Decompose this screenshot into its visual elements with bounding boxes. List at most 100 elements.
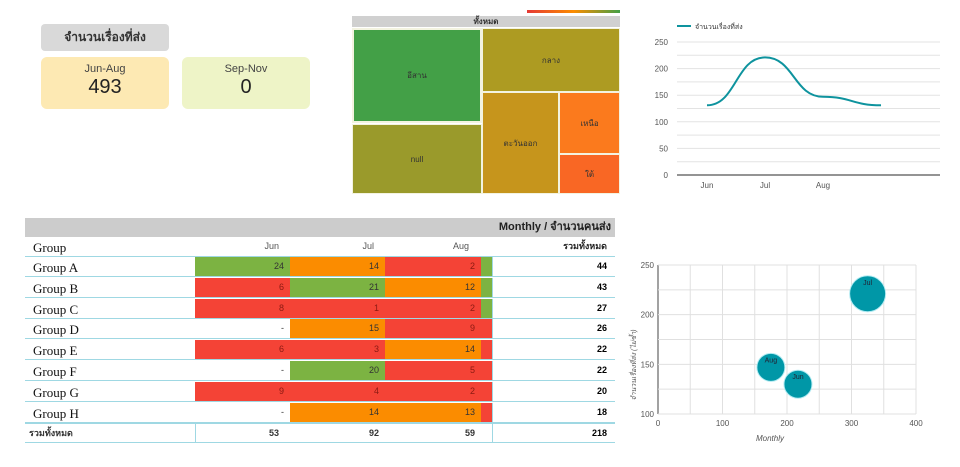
y-tick-label: 150 xyxy=(641,360,655,369)
table-header-row: Group Jun Jul Aug รวมทั้งหมด xyxy=(25,237,615,257)
cell-jun: - xyxy=(195,361,290,380)
col-header-aug[interactable]: Aug xyxy=(452,241,469,251)
col-header-group: Group xyxy=(33,240,67,255)
table-row[interactable]: Group D -15 9 26 xyxy=(25,319,615,340)
cell-aug: 2 xyxy=(385,298,481,318)
table-row[interactable]: Group B 6 21 12 43 xyxy=(25,277,615,298)
bubble-jun xyxy=(783,369,813,399)
cell-jul: 14 xyxy=(290,402,385,422)
card-value: 493 xyxy=(88,76,122,98)
bubble-aug xyxy=(756,352,786,382)
y-tick-label: 250 xyxy=(655,38,669,47)
table-row[interactable]: Group F -20 5 22 xyxy=(25,361,615,381)
table-row[interactable]: Group G 9 4 2 20 xyxy=(25,381,615,402)
card-value: 0 xyxy=(240,76,252,98)
x-axis-label: Monthly xyxy=(756,434,785,443)
y-tick-label: 150 xyxy=(655,91,669,100)
cell-jul: 21 xyxy=(290,277,385,297)
total-jun: 53 xyxy=(195,424,285,443)
cell-aug: 13 xyxy=(385,402,481,422)
x-tick-label: 100 xyxy=(716,419,730,428)
y-tick-label: 200 xyxy=(655,65,669,74)
x-tick-label: 200 xyxy=(780,419,794,428)
table-row[interactable]: Group A 24 14 2 44 xyxy=(25,257,615,277)
total-jul: 92 xyxy=(368,428,379,438)
group-name: Group D xyxy=(33,322,79,338)
cell-aug: 12 xyxy=(385,277,481,297)
treemap-cell-null[interactable]: null xyxy=(352,124,482,194)
table-title: Monthly / จำนวนคนส่ง xyxy=(25,218,615,237)
table-total-row: รวมทั้งหมด 53 92 59 218 xyxy=(25,423,615,443)
cell-aug: 9 xyxy=(385,319,481,339)
cell-extra-bar xyxy=(481,340,492,360)
treemap-cell-isan[interactable]: อีสาน xyxy=(352,28,482,123)
group-name: Group H xyxy=(33,405,79,421)
scorecard-jun-aug: Jun-Aug 493 xyxy=(41,57,169,109)
y-tick-label: 100 xyxy=(655,118,669,127)
cell-aug: 5 xyxy=(385,361,481,380)
cell-jul: 1 xyxy=(290,298,385,318)
treemap-cell-south[interactable]: ใต้ xyxy=(559,154,620,194)
cell-jun: 6 xyxy=(195,340,290,360)
cell-jul: 4 xyxy=(290,381,385,401)
scorecard-sep-nov: Sep-Nov 0 xyxy=(182,57,310,109)
col-header-jun[interactable]: Jun xyxy=(264,241,279,251)
bubble-label: Aug xyxy=(765,357,778,364)
x-tick-label: Jul xyxy=(760,181,770,190)
cell-aug: 2 xyxy=(385,257,481,276)
treemap-color-scale xyxy=(527,10,620,13)
cell-total: 26 xyxy=(492,319,615,339)
x-tick-label: Jun xyxy=(701,181,714,190)
card-label: Sep-Nov xyxy=(224,63,268,75)
cell-jun: - xyxy=(195,319,290,339)
table-row[interactable]: Group C 8 1 2 27 xyxy=(25,298,615,319)
y-tick-label: 100 xyxy=(641,410,655,419)
treemap-cell-central[interactable]: กลาง xyxy=(482,28,620,92)
cell-aug: 14 xyxy=(385,340,481,360)
cell-jul: 14 xyxy=(290,257,385,276)
x-tick-label: 400 xyxy=(909,419,923,428)
cell-total: 22 xyxy=(492,340,615,360)
treemap-cell-north[interactable]: เหนือ xyxy=(559,92,620,154)
cell-jun: 9 xyxy=(195,381,290,401)
y-tick-label: 250 xyxy=(641,261,655,270)
bubble-jul xyxy=(849,275,887,313)
treemap-title[interactable]: ทั้งหมด xyxy=(352,16,620,27)
x-tick-label: 0 xyxy=(656,419,661,428)
cell-extra-bar xyxy=(481,277,492,297)
col-header-jul[interactable]: Jul xyxy=(362,241,374,251)
group-name: Group B xyxy=(33,280,79,296)
table-row[interactable]: Group H -14 13 18 xyxy=(25,402,615,423)
cell-total: 20 xyxy=(492,381,615,401)
cell-jul: 15 xyxy=(290,319,385,339)
group-name: Group F xyxy=(33,364,77,379)
treemap-cell-east[interactable]: ตะวันออก xyxy=(482,92,559,194)
cell-jun: 6 xyxy=(195,277,290,297)
x-tick-label: 300 xyxy=(845,419,859,428)
y-tick-label: 0 xyxy=(664,171,669,180)
y-axis-label: จำนวนเรื่องที่ส่ง (ไม่ซ้ำ) xyxy=(628,329,638,400)
cell-extra-bar xyxy=(481,319,492,339)
col-header-total[interactable]: รวมทั้งหมด xyxy=(563,241,607,251)
legend-label: จำนวนเรื่องที่ส่ง xyxy=(695,22,743,31)
cell-extra-bar xyxy=(481,298,492,318)
group-name: Group C xyxy=(33,301,79,317)
cell-jun: 8 xyxy=(195,298,290,318)
cell-jun: 24 xyxy=(195,257,290,276)
bubble-label: Jul xyxy=(863,280,872,287)
cell-extra-bar xyxy=(481,402,492,422)
table-row[interactable]: Group E 6 3 14 22 xyxy=(25,340,615,361)
cell-jun: - xyxy=(195,402,290,422)
bubble-label: Jun xyxy=(792,374,803,381)
group-name: Group A xyxy=(33,260,79,275)
cell-extra-bar xyxy=(481,381,492,401)
cell-total: 18 xyxy=(492,402,615,422)
y-tick-label: 50 xyxy=(659,144,668,153)
scorecard-title: จำนวนเรื่องที่ส่ง xyxy=(41,24,169,51)
total-label: รวมทั้งหมด xyxy=(29,428,73,438)
cell-total: 44 xyxy=(492,257,615,276)
group-name: Group G xyxy=(33,384,79,400)
line-chart: จำนวนเรื่องที่ส่ง 0 50 100 150 200 250 Jun Jul A… xyxy=(655,22,940,190)
cell-total: 27 xyxy=(492,298,615,318)
